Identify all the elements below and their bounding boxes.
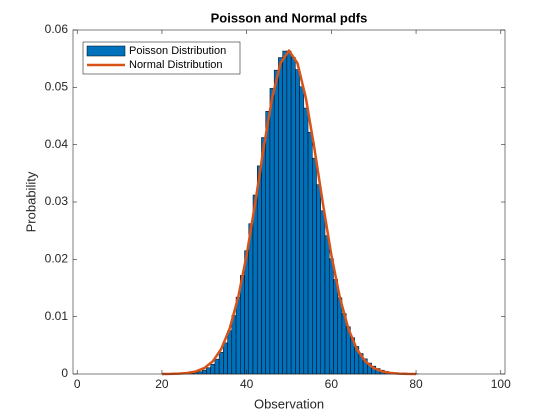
bar [269,88,275,375]
bar [261,137,266,375]
y-tick-label: 0.05 [45,80,69,94]
bar [201,369,207,375]
x-tick-label: 20 [155,377,169,391]
bar [333,279,338,375]
bar [282,50,288,375]
bar [290,57,296,375]
bar [320,210,326,375]
y-tick-label: 0 [61,366,68,380]
bar [256,165,262,375]
bar [223,342,228,375]
bar [278,57,283,375]
bar [312,157,317,375]
bar [324,235,330,375]
bar [286,50,292,375]
y-axis-label: Probability [23,171,38,232]
bar [210,363,216,375]
bar [248,223,254,375]
line [161,49,417,376]
bar [214,358,220,375]
legend-label: Normal Distribution [129,59,223,71]
legend-label: Poisson Distribution [129,45,226,57]
bar [265,110,271,375]
x-tick-label: 40 [240,377,254,391]
x-tick-label: 60 [325,377,339,391]
y-tick-label: 0.02 [45,252,69,266]
chart-title: Poisson and Normal pdfs [211,10,368,25]
y-tick-label: 0.04 [45,137,69,151]
y-tick-label: 0.03 [45,194,69,208]
x-tick-label: 80 [409,377,423,391]
bar [252,194,258,375]
bar [244,250,250,375]
bar [328,258,334,375]
y-tick-label: 0.06 [45,22,69,36]
bar [240,275,245,375]
bar [303,107,309,375]
bar [235,296,241,375]
bar [231,315,237,375]
bar [227,330,233,375]
legend-swatch [86,45,126,57]
x-tick-label: 100 [491,377,511,391]
bar [273,69,279,375]
bar [197,371,203,375]
bar [206,367,211,375]
bar [316,184,322,375]
bar [218,351,224,375]
bar [307,131,313,375]
bar [295,69,300,375]
x-tick-label: 0 [74,377,81,391]
y-tick-label: 0.01 [45,309,69,323]
bar [337,297,343,375]
x-axis-label: Observation [254,396,324,411]
bar [299,86,305,375]
